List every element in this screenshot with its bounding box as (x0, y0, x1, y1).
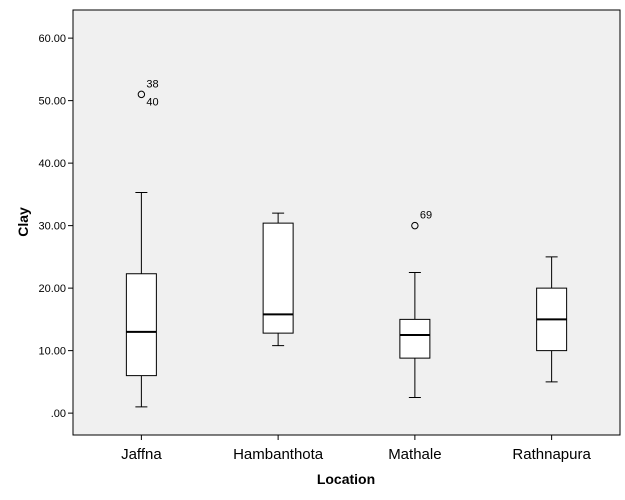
y-axis-title: Clay (15, 207, 31, 237)
plot-area (72, 9, 621, 436)
box-group: 69 (399, 210, 432, 398)
outlier-point (137, 90, 146, 99)
box-group: 38 40 (125, 78, 159, 408)
box-group (536, 256, 568, 383)
y-tick-label: 50.00 (38, 96, 66, 108)
x-tick-label: Hambanthota (233, 446, 324, 463)
x-tick-label: Mathale (388, 446, 441, 463)
y-axis: .00 10.00 20.00 30.00 40.00 50.00 60.00 (38, 33, 73, 420)
outlier-label: 40 (146, 96, 158, 108)
box-group (262, 212, 294, 347)
boxes: 38 40 69 (125, 78, 568, 408)
x-axis: Jaffna Hambanthota Mathale Rathnapura (121, 435, 591, 463)
outlier-label: 69 (420, 210, 432, 222)
y-tick-label: 60.00 (38, 33, 66, 45)
y-tick-label: 30.00 (38, 221, 66, 233)
x-tick-label: Jaffna (121, 446, 162, 463)
y-tick-label: .00 (51, 408, 66, 420)
box (262, 222, 294, 334)
box (399, 318, 431, 359)
box (125, 273, 157, 377)
outlier-label: 38 (146, 78, 158, 90)
x-axis-title: Location (317, 471, 375, 487)
y-tick-label: 20.00 (38, 283, 66, 295)
x-tick-label: Rathnapura (512, 446, 591, 463)
y-tick-label: 10.00 (38, 346, 66, 358)
y-tick-label: 40.00 (38, 158, 66, 170)
outlier-point (411, 221, 419, 230)
